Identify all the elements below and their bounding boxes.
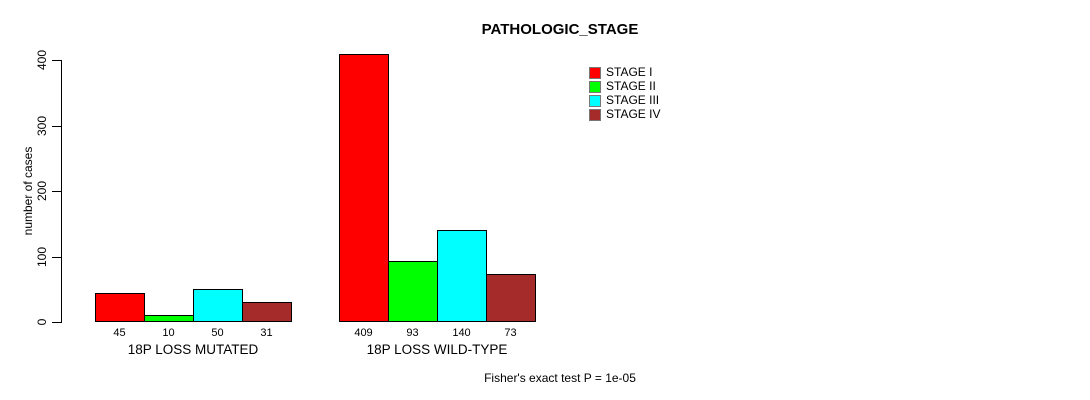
y-tick: [52, 322, 61, 323]
y-tick: [52, 125, 61, 127]
bar: [388, 261, 438, 322]
bar: [144, 315, 194, 322]
bar: [242, 302, 292, 322]
legend: STAGE I STAGE II STAGE III STAGE IV: [589, 66, 660, 121]
y-tick-label: 400: [35, 49, 49, 71]
y-axis-line: [61, 60, 62, 323]
footnote: Fisher's exact test P = 1e-05: [484, 371, 636, 385]
bar: [193, 289, 243, 322]
bar-value-label: 409: [354, 327, 373, 339]
legend-label: STAGE IV: [606, 107, 661, 121]
x-axis-group-label: 18P LOSS WILD-TYPE: [366, 342, 508, 357]
bar-value-label: 45: [113, 327, 126, 339]
legend-label: STAGE III: [606, 93, 660, 107]
legend-swatch: [589, 80, 601, 93]
legend-item: STAGE I: [589, 66, 660, 79]
legend-item: STAGE II: [589, 80, 660, 93]
y-tick-label: 100: [35, 246, 49, 267]
y-axis-label: number of cases: [21, 146, 35, 236]
legend-swatch: [589, 108, 601, 121]
bar-value-label: 140: [452, 327, 471, 339]
bar: [339, 54, 389, 322]
bar: [486, 274, 536, 322]
bar-value-label: 73: [504, 327, 517, 339]
legend-item: STAGE III: [589, 94, 660, 107]
bar-value-label: 10: [162, 327, 175, 339]
chart-title: PATHOLOGIC_STAGE: [481, 21, 639, 38]
legend-swatch: [589, 94, 601, 107]
bar-value-label: 93: [406, 327, 419, 339]
y-tick: [52, 191, 61, 192]
legend-label: STAGE I: [606, 65, 653, 79]
bar: [95, 293, 145, 322]
legend-item: STAGE IV: [589, 108, 660, 121]
y-tick-label: 300: [35, 115, 49, 136]
x-axis-group-label: 18P LOSS MUTATED: [127, 342, 259, 357]
bar: [437, 230, 487, 322]
y-tick-label: 0: [35, 318, 49, 326]
y-tick: [52, 256, 61, 258]
y-tick-label: 200: [35, 180, 49, 202]
bar-value-label: 31: [260, 327, 273, 339]
legend-swatch: [589, 66, 601, 79]
legend-label: STAGE II: [606, 79, 656, 93]
bar-value-label: 50: [211, 327, 224, 339]
y-tick: [52, 60, 61, 61]
